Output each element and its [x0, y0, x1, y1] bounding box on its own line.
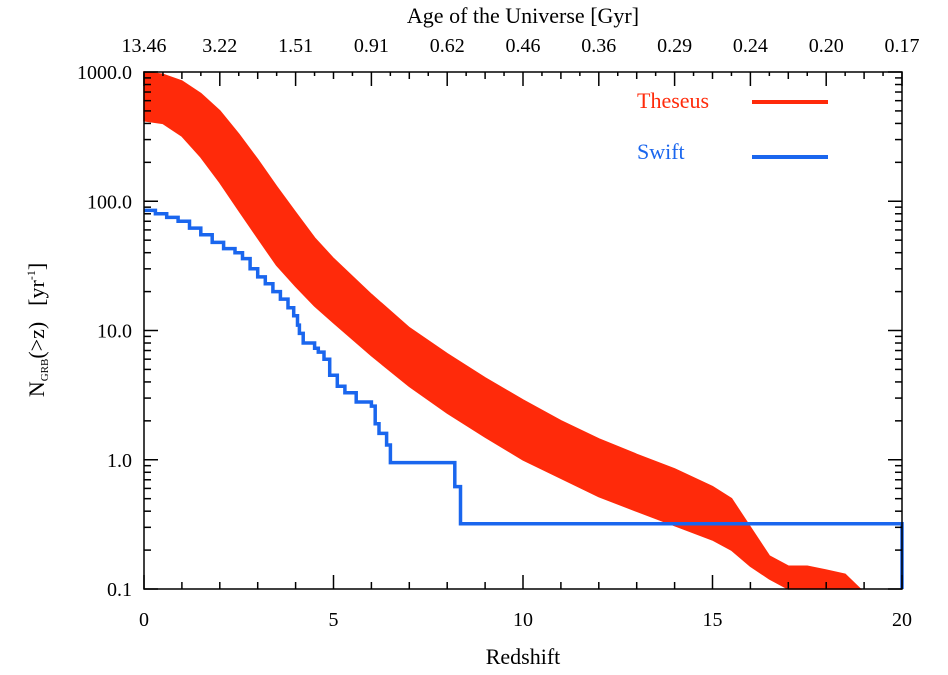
x-tick-label: 0 — [139, 609, 149, 631]
theseus-band — [143, 71, 863, 590]
plot-frame — [143, 71, 903, 590]
legend-theseus-label: Theseus — [637, 88, 709, 113]
y-axis-label-sub: GRB — [39, 359, 51, 382]
x-tick-label: 10 — [513, 609, 533, 631]
legend: Theseus Swift — [637, 88, 828, 164]
y-tick-label: 10.0 — [97, 321, 132, 343]
x-tick-label: 15 — [703, 609, 723, 631]
y-axis-label: NGRB(>z)[yr-1] — [24, 263, 51, 397]
swift-step-line — [144, 208, 904, 589]
top-tick-label: 0.17 — [885, 35, 920, 57]
y-tick-label: 0.1 — [107, 579, 132, 601]
top-tick-label: 0.20 — [809, 35, 844, 57]
swift-line — [144, 208, 904, 589]
y-tick-label: 100.0 — [87, 191, 132, 213]
top-tick-label: 0.29 — [657, 35, 692, 57]
y-axis-label-unit-close: ] — [24, 263, 49, 270]
top-tick-label: 0.24 — [733, 35, 768, 57]
y-axis-label-unit-sup: -1 — [24, 270, 38, 280]
x-tick-label: 5 — [329, 609, 339, 631]
top-tick-label: 13.46 — [122, 35, 167, 57]
theseus-band-area — [143, 71, 863, 590]
top-tick-label: 0.62 — [430, 35, 465, 57]
top-axis-label: Age of the Universe [Gyr] — [407, 3, 639, 28]
top-tick-label: 3.22 — [202, 35, 237, 57]
y-tick-label: 1000.0 — [77, 62, 132, 84]
top-tick-label: 0.46 — [506, 35, 541, 57]
top-tick-label: 0.36 — [581, 35, 616, 57]
tick-labels: 0 5 10 15 20 13.46 3.22 1.51 0.91 0.62 0.46 0.36 0.2… — [77, 35, 920, 631]
axis-ticks — [143, 71, 903, 590]
top-tick-label: 0.91 — [354, 35, 389, 57]
x-tick-label: 20 — [892, 609, 912, 631]
legend-swift-label: Swift — [637, 139, 685, 164]
y-tick-label: 1.0 — [107, 450, 132, 472]
y-axis-label-rest: (>z) — [24, 322, 49, 359]
x-axis-label: Redshift — [486, 644, 561, 669]
y-axis-label-unit: [yr — [24, 279, 49, 305]
top-tick-label: 1.51 — [278, 35, 313, 57]
